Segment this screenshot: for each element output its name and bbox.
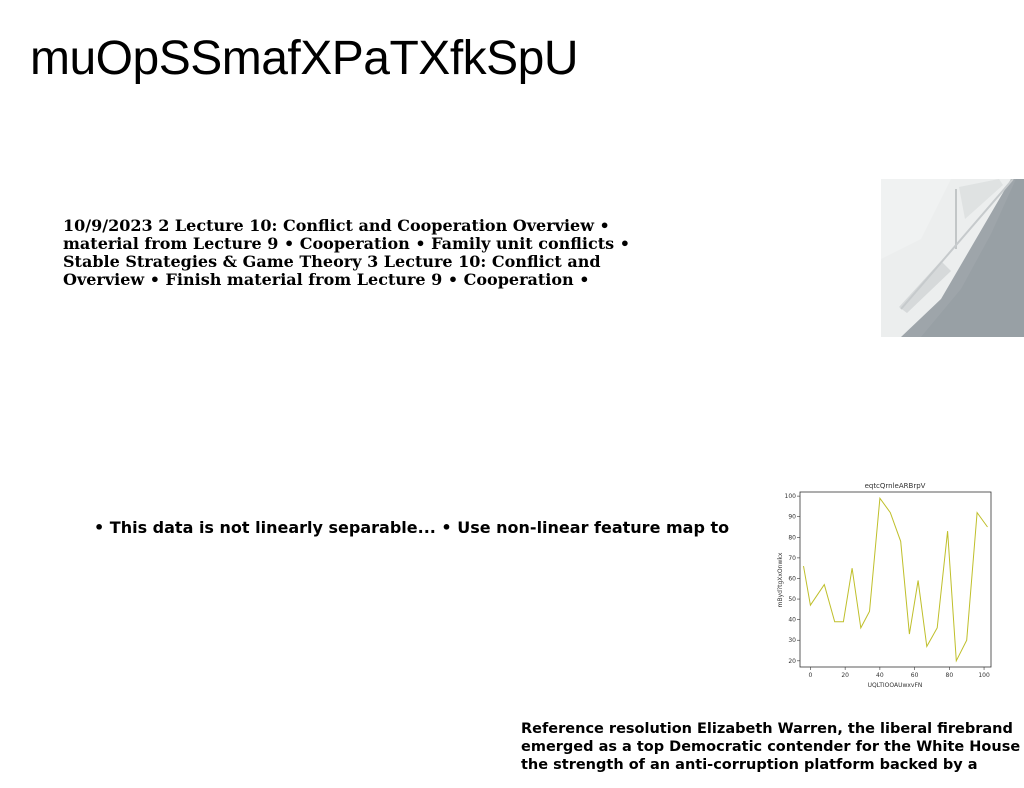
x-tick-label: 80 (946, 672, 954, 679)
room-corner-photo (881, 179, 1024, 337)
x-tick-label: 40 (876, 672, 884, 679)
news-text-block: Reference resolution Elizabeth Warren, t… (521, 720, 1024, 774)
line-chart: eqtcQrnleARBrpV 0 20 40 60 80 100 20 30 40 50 60 7… (777, 482, 992, 689)
y-tick-label: 90 (788, 514, 796, 521)
lecture-text-block: 10/9/2023 2 Lecture 10: Conflict and Coo… (63, 217, 643, 289)
text-line: material from Lecture 9 • Cooperation • … (63, 234, 630, 253)
feature-map-text: • This data is not linearly separable...… (94, 518, 730, 537)
text-line: the strength of an anti-corruption platf… (521, 757, 978, 773)
x-tick-label: 100 (978, 672, 990, 679)
y-tick-label: 80 (788, 534, 796, 541)
text-line: Overview • Finish material from Lecture … (63, 270, 590, 289)
text-line: 10/9/2023 2 Lecture 10: Conflict and Coo… (63, 216, 610, 235)
x-tick-label: 0 (809, 672, 813, 679)
y-tick-label: 100 (785, 493, 797, 500)
x-tick-label: 20 (841, 672, 849, 679)
y-tick-label: 20 (788, 658, 796, 665)
series-line (803, 496, 988, 663)
y-tick-label: 50 (788, 596, 796, 603)
y-tick-label: 70 (788, 555, 796, 562)
page-title: muOpSSmafXPaTXfkSpU (30, 32, 579, 85)
y-axis-label: mByd?tgXxOnwkx (777, 552, 784, 607)
y-tick-label: 40 (788, 617, 796, 624)
y-tick-label: 30 (788, 637, 796, 644)
plot-area (799, 491, 992, 668)
x-axis-label: UQLTIOOAUwxvFN (868, 682, 923, 689)
y-tick-label: 60 (788, 575, 796, 582)
text-line: Reference resolution Elizabeth Warren, t… (521, 721, 1013, 737)
text-line: emerged as a top Democratic contender fo… (521, 739, 1021, 755)
text-line: Stable Strategies & Game Theory 3 Lectur… (63, 252, 601, 271)
chart-title: eqtcQrnleARBrpV (865, 482, 926, 490)
x-tick-label: 60 (911, 672, 919, 679)
